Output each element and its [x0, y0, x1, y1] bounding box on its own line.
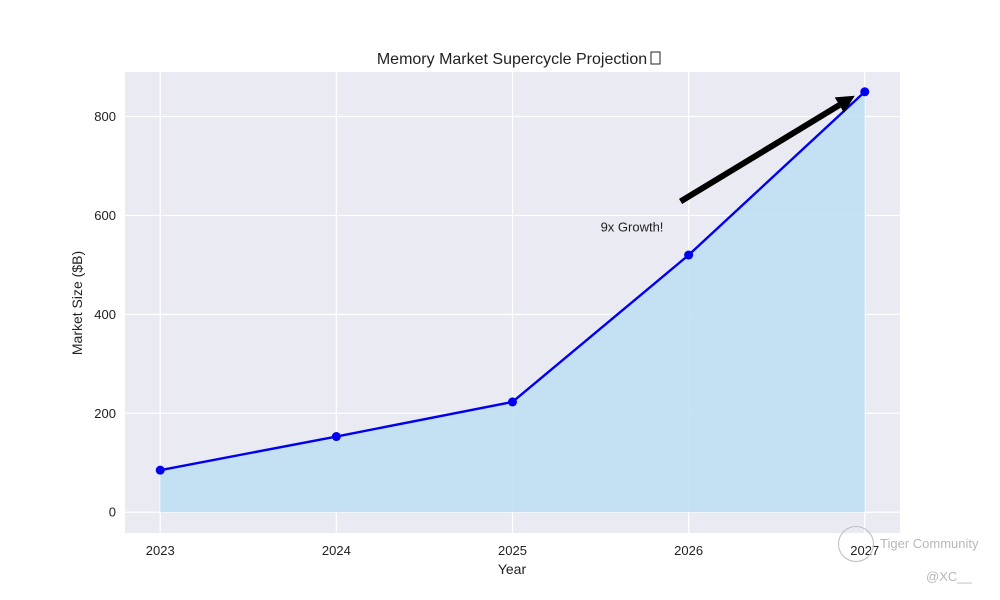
y-axis-label: Market Size ($B): [69, 251, 85, 355]
x-tick-label: 2023: [146, 543, 175, 558]
missing-glyph-icon: [650, 51, 661, 65]
y-tick-label: 400: [94, 307, 116, 322]
annotation-arrow: [679, 102, 841, 205]
watermark-logo-icon: [838, 526, 874, 562]
annotation-arrow-head: [834, 95, 855, 113]
data-point: [860, 87, 870, 97]
series-area-fill: [160, 91, 865, 513]
watermark-brand: Tiger Community: [880, 536, 979, 551]
y-tick-label: 800: [94, 109, 116, 124]
data-point: [508, 397, 517, 407]
x-axis-label: Year: [498, 561, 527, 577]
data-point: [331, 432, 341, 442]
annotation-label: 9x Growth!: [601, 219, 664, 234]
y-tick-label: 200: [94, 406, 116, 421]
y-axis-ticks: 0 200 400 600 800: [94, 109, 116, 520]
data-point: [155, 465, 165, 475]
x-axis-ticks: 2023 2024 2025 2026 2027: [146, 543, 879, 558]
y-tick-label: 0: [109, 505, 116, 520]
chart-title: Memory Market Supercycle Projection: [377, 51, 647, 68]
data-points: [155, 87, 870, 475]
x-tick-label: 2025: [498, 543, 527, 558]
x-tick-label: 2024: [322, 543, 351, 558]
watermark-handle: @XC__: [926, 569, 972, 584]
x-tick-label: 2026: [674, 543, 703, 558]
y-tick-label: 600: [94, 208, 116, 223]
data-point: [684, 250, 694, 260]
